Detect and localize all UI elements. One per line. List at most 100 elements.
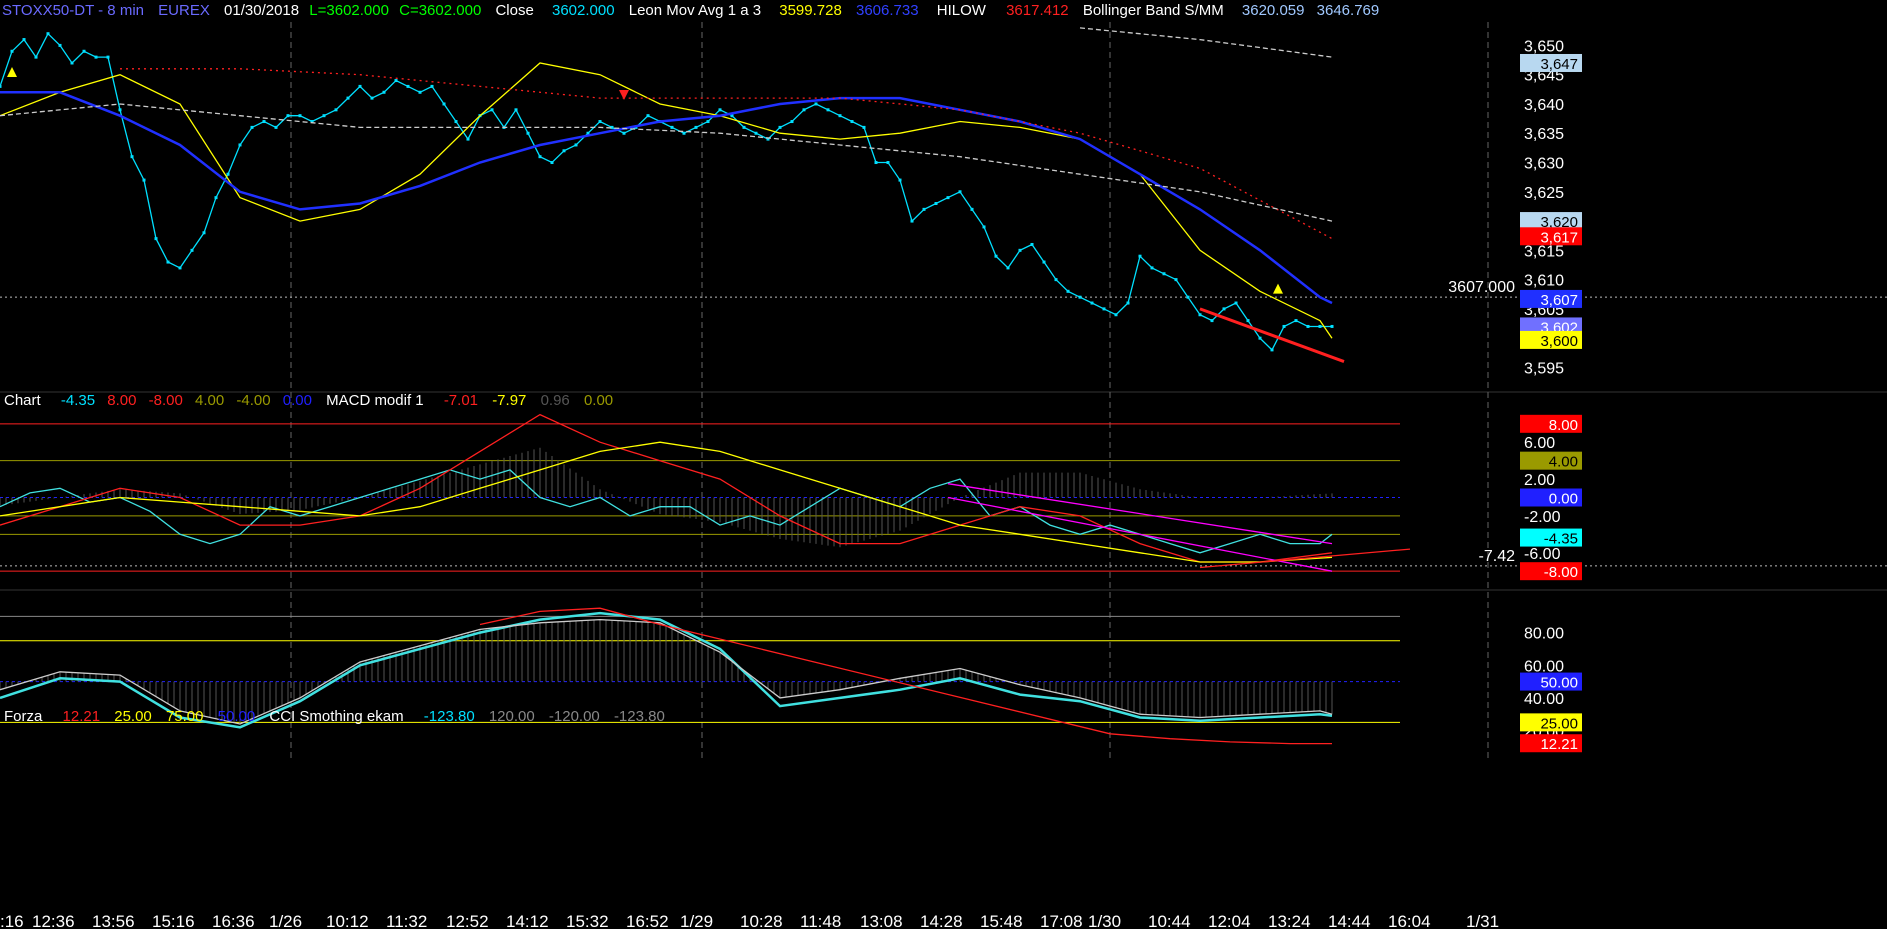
cci-axis-tick: 40.00: [1524, 691, 1564, 708]
cci-c2: 120.00: [489, 708, 535, 725]
price-point: [1246, 319, 1250, 323]
price-point: [370, 96, 374, 100]
series-line-price-3: [120, 68, 1333, 240]
x-axis-tick: 13:56: [92, 912, 135, 929]
hilow-value: 3617.412: [1006, 2, 1069, 19]
ma-value-1: 3599.728: [779, 2, 842, 19]
bb-value-1: 3620.059: [1242, 2, 1305, 19]
price-point: [742, 125, 746, 129]
macd-header: Chart -4.35 8.00 -8.00 4.00 -4.00 0.00 M…: [4, 392, 613, 409]
price-axis-marker: 3,620: [1540, 214, 1578, 231]
series-line-cci-2: [479, 607, 1332, 745]
price-axis-marker: 3,600: [1540, 333, 1578, 350]
symbol-label: STOXX50-DT - 8 min: [2, 2, 144, 19]
price-point: [454, 120, 458, 124]
x-axis-tick: 10:12: [326, 912, 369, 929]
price-point: [754, 131, 758, 135]
price-axis-marker-bg: [1520, 227, 1582, 246]
price-point: [70, 61, 74, 65]
x-axis-tick: 16:36: [212, 912, 255, 929]
macd-axis-tick: -2.00: [1524, 509, 1561, 526]
series-line-macd-2: [0, 441, 1333, 563]
x-axis-tick: 11:48: [800, 912, 841, 929]
price-axis-marker-bg: [1520, 53, 1582, 72]
price-point: [1102, 307, 1106, 311]
price-point: [1018, 248, 1022, 252]
x-axis-tick: 17:08: [1040, 912, 1083, 929]
macd-axis-marker: 8.00: [1549, 417, 1578, 434]
macd-v1: -4.35: [61, 392, 95, 409]
price-point: [58, 43, 62, 47]
cci-axis-marker: 50.00: [1540, 675, 1578, 692]
price-point: [46, 32, 50, 36]
price-point: [910, 219, 914, 223]
price-point: [190, 248, 194, 252]
price-point: [622, 131, 626, 135]
cci-axis-tick: 80.00: [1524, 626, 1564, 643]
cci-axis-marker-bg: [1520, 713, 1582, 732]
price-point: [0, 84, 2, 88]
price-point: [778, 125, 782, 129]
series-line-price-2: [0, 91, 1333, 305]
price-point: [934, 202, 938, 205]
macd-v5: -4.00: [236, 392, 270, 409]
cci-v3: 75.00: [166, 708, 204, 725]
price-point: [994, 254, 998, 258]
x-axis-tick: 14:28: [920, 912, 963, 929]
price-trend-line: [1199, 307, 1345, 363]
price-point: [574, 143, 578, 147]
cci-axis-tick: 60.00: [1524, 658, 1564, 675]
price-point: [850, 120, 854, 124]
x-axis-tick: 10:28: [740, 912, 783, 929]
cci-c1: -123.80: [424, 708, 475, 725]
cci-c4: -123.80: [614, 708, 665, 725]
series-line-price-1: [0, 62, 1333, 339]
price-point: [586, 131, 590, 135]
series-line-price-5: [1079, 27, 1333, 58]
cci-v4: 50.00: [218, 708, 256, 725]
cci-axis-marker-bg: [1520, 734, 1582, 753]
price-header: STOXX50-DT - 8 min EUREX 01/30/2018 L=36…: [2, 2, 1379, 19]
price-point: [442, 102, 446, 106]
price-point: [682, 131, 686, 135]
price-point: [418, 90, 422, 94]
price-point: [94, 55, 98, 59]
macd-axis-marker-bg: [1520, 451, 1582, 470]
price-point: [1126, 301, 1130, 305]
macd-axis-marker: 4.00: [1549, 454, 1578, 471]
macd-panel-label: Chart: [4, 392, 42, 409]
price-point: [886, 161, 890, 165]
price-point: [694, 125, 698, 129]
series-line-cci-0: [0, 611, 1333, 729]
macd-axis-marker-bg: [1520, 562, 1582, 581]
price-point: [1222, 307, 1226, 311]
series-layer: [0, 27, 1411, 745]
series-line-macd-0: [0, 469, 1333, 554]
bb-value-2: 3646.769: [1317, 2, 1380, 19]
price-point: [1306, 324, 1310, 328]
exchange-label: EUREX: [158, 2, 210, 19]
price-point: [1114, 313, 1118, 317]
price-point: [766, 137, 770, 141]
close-value: 3602.000: [552, 2, 615, 19]
price-point: [1174, 278, 1178, 282]
price-point: [22, 38, 26, 42]
close-label: Close: [495, 2, 533, 19]
price-cursor-label: 3607.000: [1448, 279, 1515, 296]
price-point: [1042, 260, 1046, 264]
macd-m3: 0.96: [541, 392, 570, 409]
price-point: [874, 161, 878, 165]
price-axis-marker: 3,647: [1540, 56, 1578, 73]
price-axis-marker: 3,617: [1540, 229, 1578, 246]
price-point: [1162, 272, 1166, 276]
macd-axis-tick: -6.00: [1524, 546, 1561, 563]
x-axis-tick: 12:04: [1208, 912, 1251, 929]
price-point: [718, 108, 722, 112]
series-line-macd-5: [1199, 548, 1411, 569]
price-axis-marker-bg: [1520, 330, 1582, 349]
price-axis-marker-bg: [1520, 212, 1582, 231]
price-point: [1270, 348, 1274, 352]
price-point: [106, 55, 110, 59]
price-axis-tick: 3,650: [1524, 38, 1564, 55]
